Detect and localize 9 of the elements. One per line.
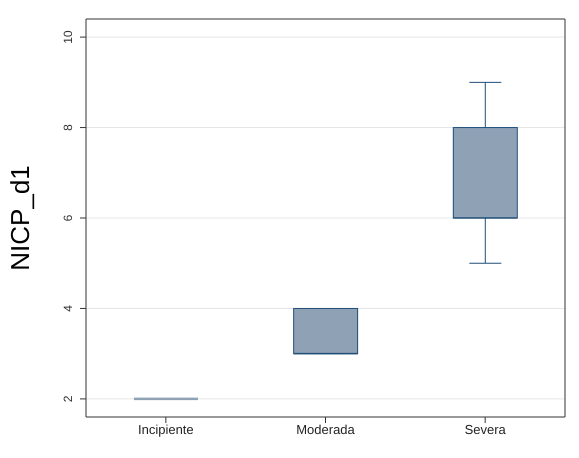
y-tick-label: 4	[61, 304, 75, 312]
y-tick-label: 2	[61, 395, 75, 402]
x-tick-label: Moderada	[296, 422, 356, 438]
x-tick-label: Severa	[464, 422, 507, 438]
y-tick-label: 10	[61, 30, 75, 44]
y-tick-label: 6	[61, 214, 75, 222]
y-tick-label: 8	[61, 124, 75, 131]
y-axis-title: NICP_d1	[5, 165, 36, 271]
x-tick-label: Incipiente	[138, 422, 194, 438]
